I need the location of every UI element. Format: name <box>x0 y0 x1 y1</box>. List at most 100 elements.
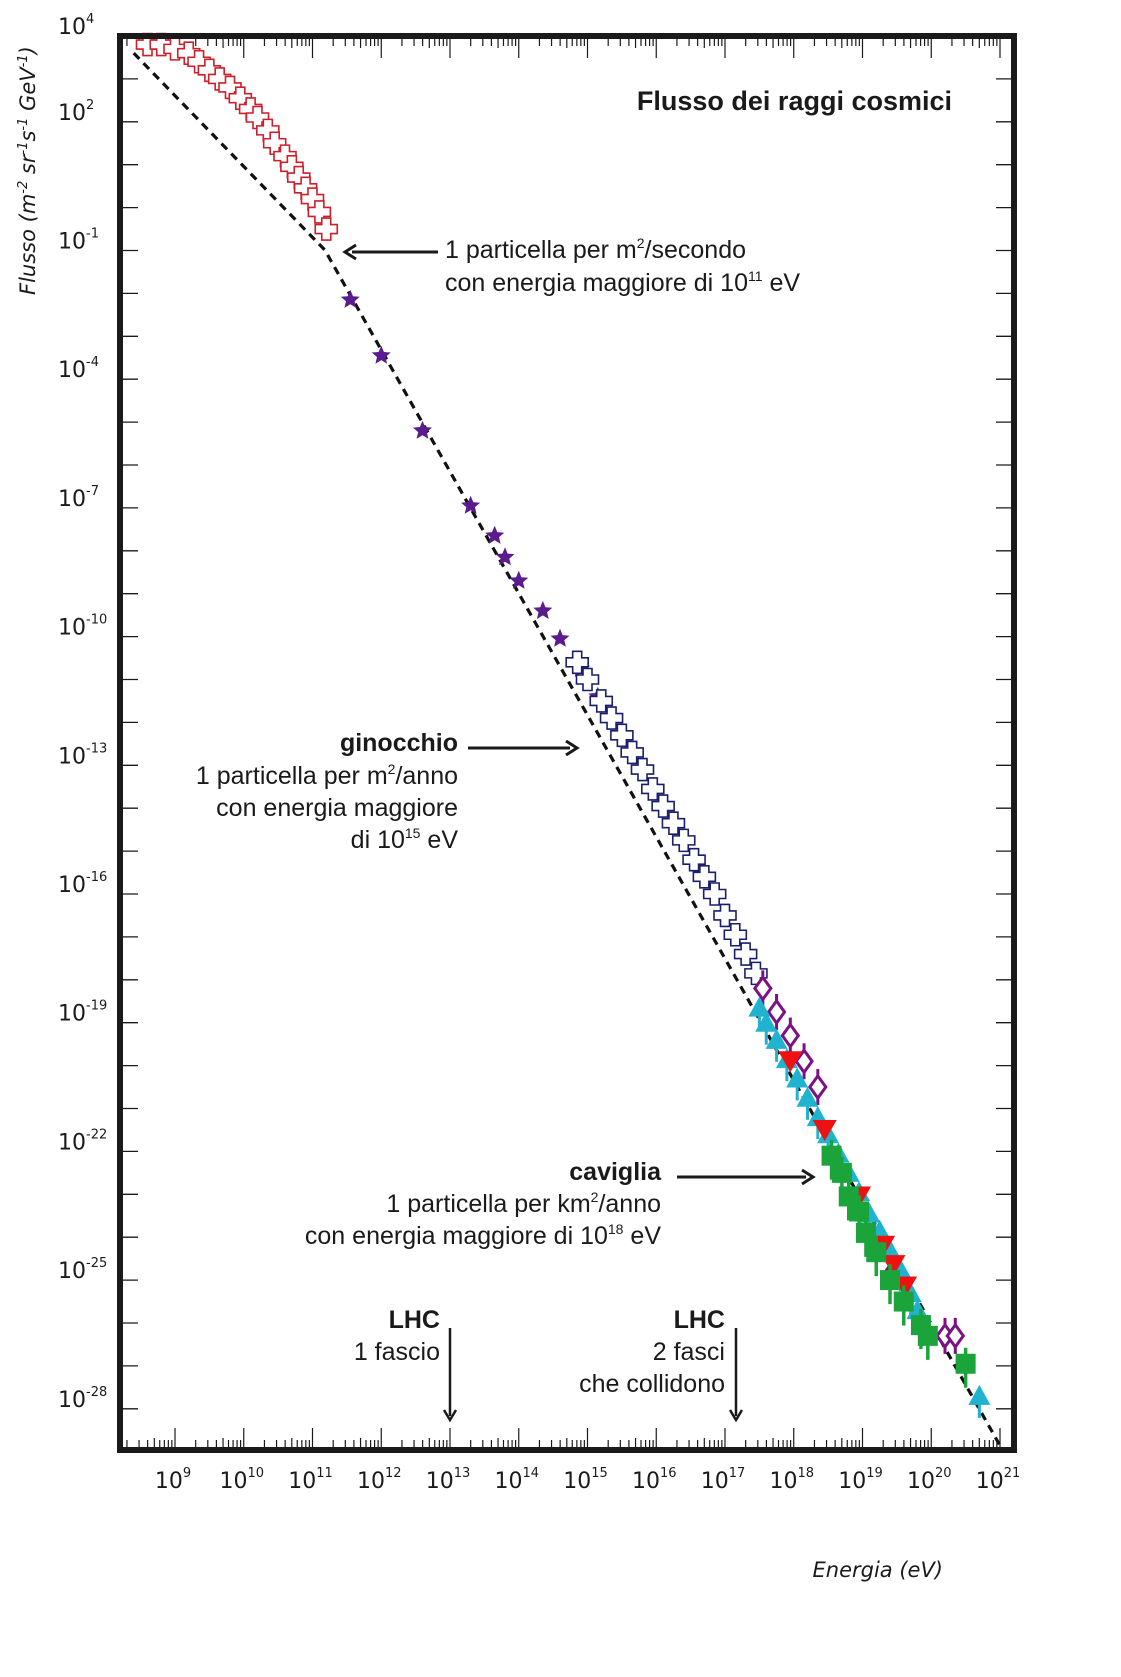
data-point-cross <box>702 882 727 906</box>
annotation-line: che collidono <box>579 1370 725 1398</box>
series-knee-data-navy-open-crosses <box>565 650 768 986</box>
plot-frame <box>117 33 1017 1453</box>
y-tick-label: 10-28 <box>58 1385 107 1413</box>
data-point-diamond <box>780 1022 801 1050</box>
data-point-cross <box>589 689 614 713</box>
x-tick-label: 1012 <box>357 1466 402 1494</box>
data-point-diamond <box>794 1047 814 1075</box>
y-tick-labels: 104 102 10-1 10-4 10-7 10-10 10-13 10-16 10-19 10… <box>58 12 107 1413</box>
data-point-cross <box>610 723 634 748</box>
x-tick-label: 1017 <box>701 1466 746 1494</box>
data-point-triangle-up <box>786 1067 809 1088</box>
data-point-square <box>880 1270 900 1291</box>
data-point-cross <box>314 217 339 241</box>
data-point-cross <box>692 865 717 889</box>
y-tick-label: 10-25 <box>58 1256 107 1284</box>
y-tick-label: 102 <box>58 98 94 126</box>
arrow-right-icon <box>801 1168 816 1186</box>
x-axis-title: Energia (eV) <box>812 1558 943 1582</box>
data-point-diamond <box>766 998 787 1026</box>
data-point-star <box>340 289 360 308</box>
data-points-layer <box>135 32 991 1418</box>
annotation-knee: ginocchio 1 particella per m2/anno con e… <box>196 729 580 854</box>
chart-title: Flusso dei raggi cosmici <box>637 86 952 116</box>
data-point-cross <box>599 706 624 730</box>
x-tick-label: 1018 <box>769 1466 814 1494</box>
data-point-triangle-up <box>906 1299 929 1320</box>
x-tick-label: 1020 <box>907 1466 952 1494</box>
data-point-cross <box>671 828 696 853</box>
data-point-diamond <box>945 1322 966 1350</box>
data-point-triangle-up <box>748 996 771 1017</box>
y-tick-label: 104 <box>58 12 94 40</box>
y-axis-title: Flusso (m-2 sr-1s-1 GeV-1) <box>16 46 40 295</box>
data-point-cross <box>630 757 655 782</box>
x-tick-label: 1011 <box>288 1466 333 1494</box>
y-tick-label: 10-4 <box>58 355 99 383</box>
data-point-cross <box>682 847 706 872</box>
data-point-star <box>413 420 432 439</box>
y-tick-label: 10-7 <box>58 484 99 512</box>
annotation-heading: caviglia <box>569 1158 662 1186</box>
data-point-cross <box>575 667 600 692</box>
data-point-cross <box>641 777 665 801</box>
data-point-star <box>509 570 529 589</box>
data-point-square <box>821 1145 842 1166</box>
data-point-square <box>838 1186 859 1207</box>
annotation-line: 1 fascio <box>354 1338 440 1366</box>
data-point-triangle-down <box>812 1119 837 1141</box>
data-point-square <box>893 1291 914 1312</box>
annotation-heading: ginocchio <box>340 729 458 757</box>
data-point-star <box>461 495 481 514</box>
data-point-diamond <box>752 974 773 1002</box>
y-tick-label: 10-22 <box>58 1127 107 1155</box>
annotation-lhc-single-beam: LHC 1 fascio <box>354 1306 458 1423</box>
data-point-cross <box>723 922 748 947</box>
data-point-square <box>917 1325 938 1346</box>
data-point-star <box>495 547 515 566</box>
data-point-star <box>371 345 391 364</box>
data-point-triangle-up <box>796 1086 819 1107</box>
data-point-diamond <box>807 1073 828 1101</box>
y-tick-label: 10-19 <box>58 999 107 1027</box>
series-direct-measurements-purple-stars <box>340 289 608 705</box>
annotation-line: di 1015 eV <box>351 825 459 854</box>
y-tick-label: 10-10 <box>58 613 107 641</box>
annotation-line: 1 particella per m2/secondo <box>445 235 746 264</box>
data-point-square <box>849 1201 870 1222</box>
annotation-line: 1 particella per m2/anno <box>196 761 458 790</box>
x-tick-label: 1019 <box>838 1466 883 1494</box>
y-tick-label: 10-16 <box>58 870 107 898</box>
data-point-cross <box>713 903 737 928</box>
data-point-star <box>485 525 505 544</box>
series-low-energy-data-red-open-crosses <box>135 32 339 241</box>
data-point-square <box>866 1242 887 1263</box>
x-tick-label: 1016 <box>632 1466 677 1494</box>
annotation-line: con energia maggiore di 1011 eV <box>445 268 800 297</box>
data-point-triangle-down <box>881 1255 906 1277</box>
data-point-cross <box>149 32 174 57</box>
data-point-square <box>831 1162 852 1183</box>
data-point-star <box>533 600 553 619</box>
data-point-triangle-up <box>968 1384 991 1405</box>
y-tick-label: 10-13 <box>58 741 107 769</box>
annotation-per-second: 1 particella per m2/secondo con energia … <box>342 235 800 297</box>
data-point-cross <box>651 794 675 818</box>
annotation-line: 2 fasci <box>653 1338 725 1366</box>
data-point-triangle-up <box>755 1011 778 1032</box>
x-tick-label: 109 <box>155 1466 191 1494</box>
data-point-cross <box>661 811 686 836</box>
data-point-triangle-down <box>778 1051 803 1073</box>
data-point-cross <box>733 942 758 966</box>
series-green-squares <box>821 1139 976 1388</box>
data-point-cross <box>565 650 589 675</box>
x-tick-label: 1013 <box>426 1466 471 1494</box>
x-tick-label: 1021 <box>976 1466 1021 1494</box>
data-point-square <box>955 1353 976 1374</box>
data-point-star <box>550 628 570 647</box>
x-tick-label: 1010 <box>219 1466 264 1494</box>
series-purple-open-diamonds <box>752 970 966 1354</box>
data-point-cross <box>620 740 644 765</box>
x-tick-label: 1015 <box>563 1466 608 1494</box>
